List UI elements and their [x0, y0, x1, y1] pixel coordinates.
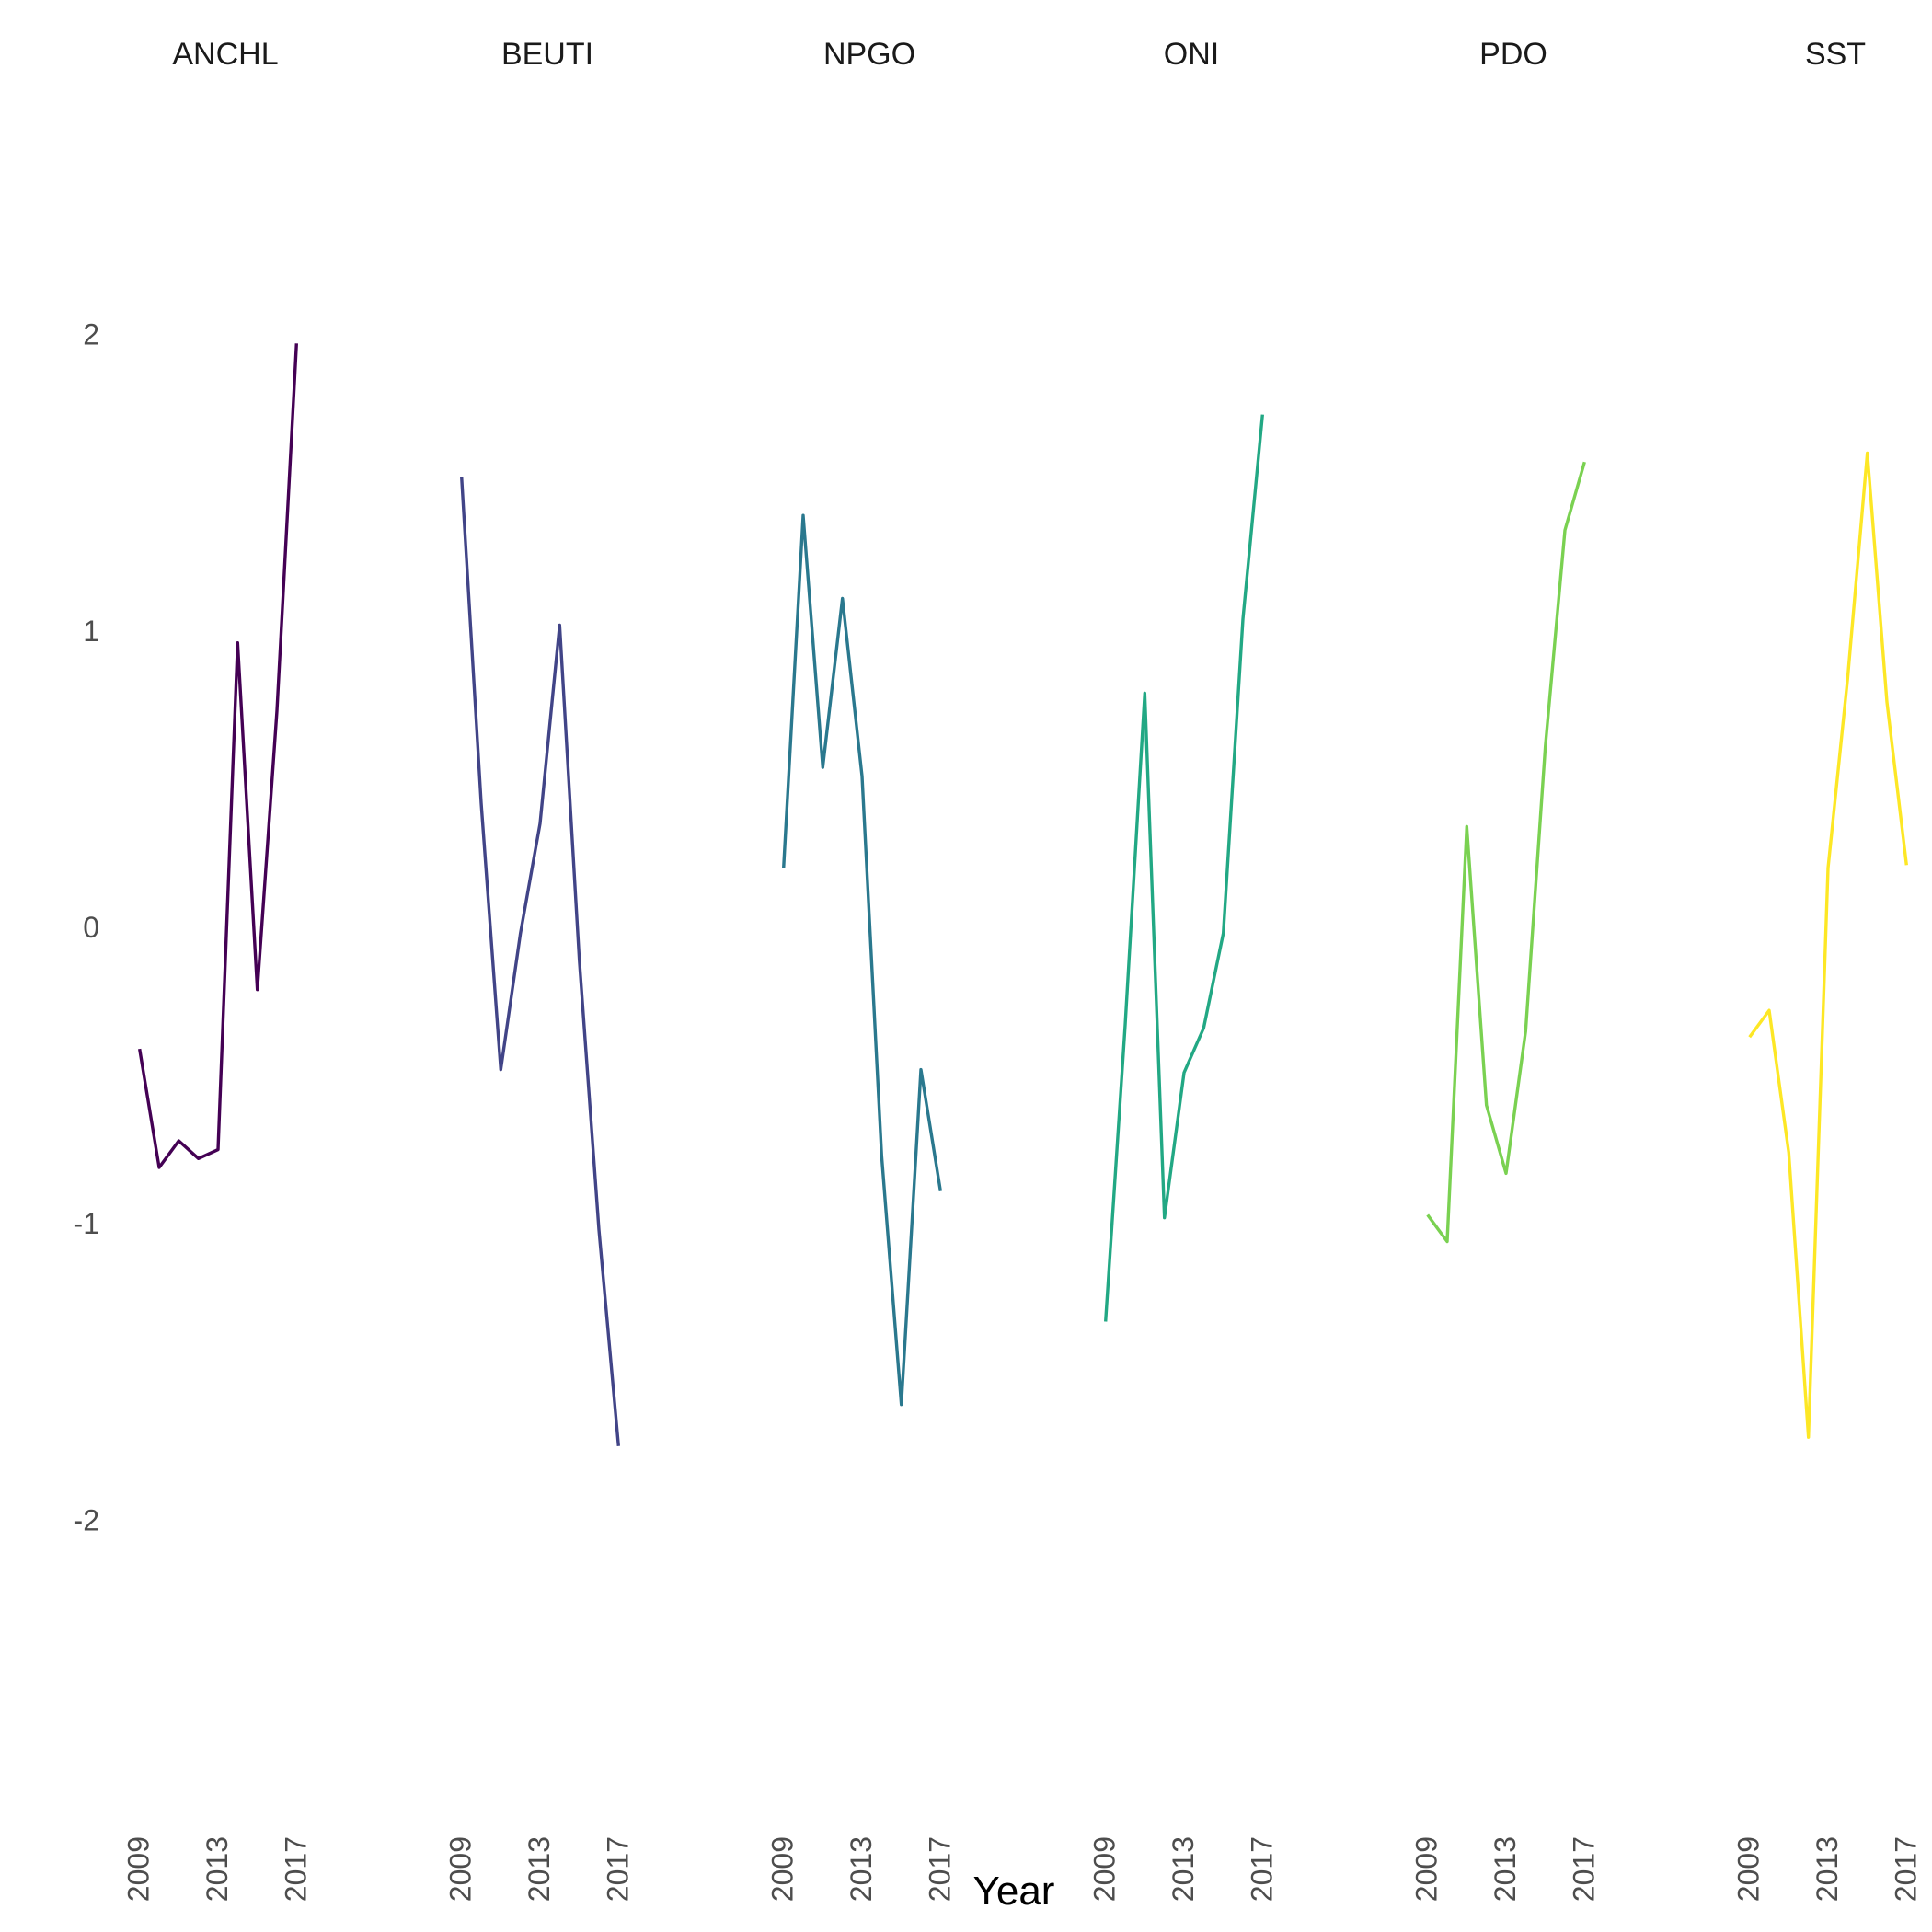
panel-title: ONI	[1164, 37, 1219, 72]
x-tick-label: 2017	[1245, 1836, 1278, 1902]
x-tick-label: 2013	[1489, 1836, 1522, 1902]
y-tick-label: 2	[83, 318, 99, 351]
panel-sst: SST 2009 2013 2017	[1732, 37, 1923, 1902]
x-tick-label: 2013	[201, 1836, 234, 1902]
series-line-npgo	[782, 513, 942, 1407]
facet-panels: ANCHL 2009 2013 2017 BEUTI 2009 2013 2017 NPGO 20…	[122, 37, 1923, 1902]
panel-title: BEUTI	[501, 37, 593, 72]
y-tick-label: 1	[83, 615, 99, 648]
y-tick-label: -1	[74, 1207, 99, 1240]
x-tick-label: 2017	[601, 1836, 634, 1902]
series-line-sst	[1748, 451, 1908, 1439]
series-line-pdo	[1426, 461, 1586, 1244]
y-tick-label: 0	[83, 911, 99, 944]
x-tick-label: 2017	[1889, 1836, 1922, 1902]
x-tick-label: 2013	[1811, 1836, 1844, 1902]
y-axis: -2 -1 0 1 2	[74, 318, 99, 1537]
panel-oni: ONI 2009 2013 2017	[1088, 37, 1279, 1902]
x-tick-label: 2017	[923, 1836, 956, 1902]
panel-title: NPGO	[823, 37, 915, 72]
panel-anchl: ANCHL 2009 2013 2017	[122, 37, 313, 1902]
panel-npgo: NPGO 2009 2013 2017	[766, 37, 957, 1902]
x-axis-title: Year	[973, 1869, 1055, 1914]
x-tick-label: 2013	[845, 1836, 878, 1902]
panel-title: SST	[1805, 37, 1866, 72]
x-tick-label: 2009	[1732, 1836, 1765, 1902]
x-tick-label: 2009	[1410, 1836, 1443, 1902]
series-line-anchl	[138, 343, 298, 1169]
panel-pdo: PDO 2009 2013 2017	[1410, 37, 1601, 1902]
x-tick-label: 2017	[279, 1836, 312, 1902]
series-line-beuti	[460, 477, 620, 1446]
panel-title: ANCHL	[172, 37, 278, 72]
x-tick-label: 2013	[1167, 1836, 1200, 1902]
series-line-oni	[1104, 414, 1264, 1322]
x-tick-label: 2013	[523, 1836, 556, 1902]
y-tick-label: -2	[74, 1503, 99, 1536]
x-tick-label: 2009	[444, 1836, 477, 1902]
x-tick-label: 2009	[766, 1836, 799, 1902]
panel-beuti: BEUTI 2009 2013 2017	[444, 37, 635, 1902]
x-tick-label: 2017	[1567, 1836, 1600, 1902]
x-tick-label: 2009	[1088, 1836, 1121, 1902]
x-tick-label: 2009	[122, 1836, 155, 1902]
panel-title: PDO	[1479, 37, 1547, 72]
